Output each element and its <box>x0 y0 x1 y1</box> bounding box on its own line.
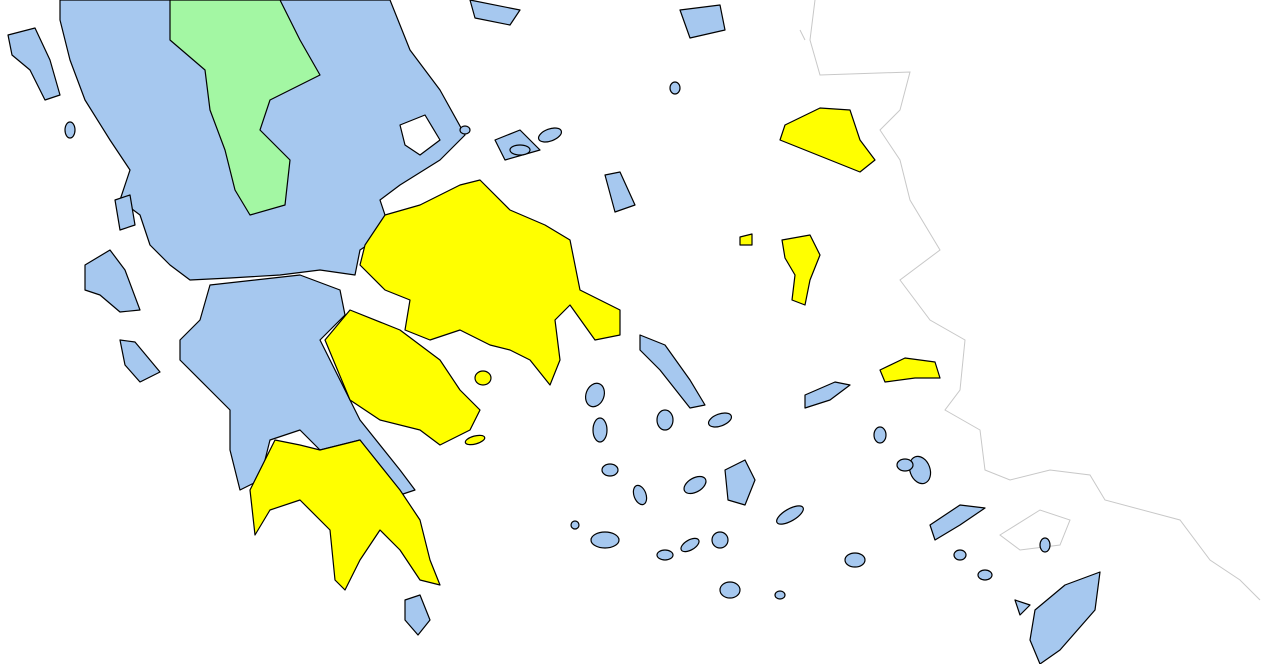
region-chalkidiki-hole[interactable] <box>399 114 441 156</box>
island-9[interactable] <box>679 536 701 555</box>
island-19[interactable] <box>896 458 914 472</box>
island-kefalonia[interactable] <box>84 249 141 313</box>
island-11[interactable] <box>590 531 620 549</box>
island-rhodes[interactable] <box>1029 571 1101 664</box>
island-10[interactable] <box>656 549 674 561</box>
island-thasos[interactable] <box>469 0 521 26</box>
region-peloponnese-south[interactable] <box>249 439 441 591</box>
island-chios[interactable] <box>781 234 821 306</box>
island-kos[interactable] <box>929 504 986 541</box>
island-zakynthos[interactable] <box>119 339 161 383</box>
island-26[interactable] <box>64 121 76 139</box>
island-16[interactable] <box>977 569 993 581</box>
island-12[interactable] <box>719 581 741 599</box>
island-18[interactable] <box>873 426 887 444</box>
region-central-greece-attica[interactable] <box>359 179 621 386</box>
island-14[interactable] <box>906 453 934 486</box>
island-lesvos[interactable] <box>779 107 876 173</box>
region-peloponnese-west[interactable] <box>179 274 416 496</box>
island-lefkada[interactable] <box>114 194 136 231</box>
island-2[interactable] <box>656 409 674 431</box>
island-22[interactable] <box>537 125 564 144</box>
island-8[interactable] <box>711 531 729 549</box>
island-4[interactable] <box>601 463 619 477</box>
turkey-coastline <box>799 0 1261 601</box>
island-samos[interactable] <box>879 357 941 383</box>
island-0[interactable] <box>582 381 607 410</box>
island-1[interactable] <box>592 417 608 443</box>
island-ikaria[interactable] <box>804 381 851 409</box>
island-3[interactable] <box>707 410 734 429</box>
island-17[interactable] <box>1039 537 1051 553</box>
island-naxos[interactable] <box>724 459 756 506</box>
island-skyros[interactable] <box>604 171 636 213</box>
island-kythira[interactable] <box>404 594 431 636</box>
island-15[interactable] <box>953 549 967 561</box>
region-western-macedonia-thessaly[interactable] <box>169 0 321 216</box>
island-21[interactable] <box>669 81 681 95</box>
island-hydra[interactable] <box>464 434 486 447</box>
island-13[interactable] <box>844 552 866 568</box>
island-andros-tinos[interactable] <box>639 334 706 409</box>
island-24[interactable] <box>459 125 471 135</box>
island-6[interactable] <box>681 473 709 497</box>
region-peloponnese-northeast[interactable] <box>324 309 481 446</box>
island-samothraki[interactable] <box>679 4 726 39</box>
island-23[interactable] <box>509 144 531 156</box>
island-29[interactable] <box>570 520 580 530</box>
island-evia-small[interactable] <box>739 233 753 246</box>
island-karpathos[interactable] <box>1014 599 1031 616</box>
island-5[interactable] <box>631 484 649 507</box>
island-corfu[interactable] <box>7 27 61 101</box>
island-aegina[interactable] <box>474 370 492 386</box>
island-7[interactable] <box>774 502 806 527</box>
island-28[interactable] <box>774 590 786 600</box>
